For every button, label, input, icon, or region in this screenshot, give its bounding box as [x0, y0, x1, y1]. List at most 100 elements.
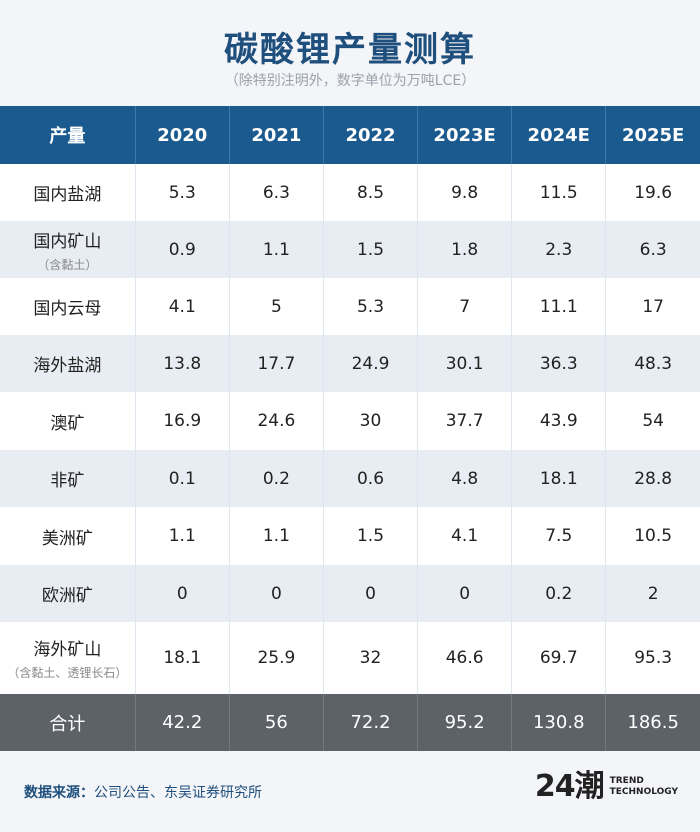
column-header: 2025E	[605, 106, 700, 164]
row-label: 国内盐湖	[0, 164, 135, 221]
table-cell: 2	[605, 565, 700, 622]
table-cell: 37.7	[417, 392, 512, 450]
row-label-note: （含黏土）	[37, 257, 98, 272]
source-label: 数据来源：	[24, 785, 94, 801]
column-header: 2020	[134, 106, 230, 164]
logo-line-2: TECHNOLOGY	[609, 787, 678, 797]
table-cell: 0	[228, 565, 324, 622]
column-header: 2021	[228, 106, 324, 164]
table-cell: 5.3	[322, 278, 418, 335]
brand-logo: 24潮 TREND TECHNOLOGY	[535, 772, 678, 802]
table-row: 国内盐湖 5.3 6.3 8.5 9.8 11.5 19.6	[0, 164, 700, 221]
table-cell: 0.9	[134, 221, 230, 278]
table-cell: 7.5	[511, 507, 606, 565]
table-cell: 8.5	[322, 164, 418, 221]
row-label-text: 美洲矿	[41, 528, 93, 549]
row-label-text: 海外矿山	[33, 640, 102, 660]
source-text: 公司公告、东吴证券研究所	[94, 785, 262, 801]
table-cell: 95.3	[605, 622, 700, 694]
logo-mark: 24潮	[534, 769, 605, 804]
table-cell: 11.5	[511, 164, 606, 221]
row-label: 澳矿	[0, 392, 135, 450]
table-cell: 11.1	[511, 278, 606, 335]
table-cell: 54	[605, 392, 700, 450]
table-cell: 0.2	[511, 565, 606, 622]
row-label-text: 澳矿	[50, 413, 85, 434]
table-cell: 13.8	[134, 335, 230, 392]
table-row: 澳矿 16.9 24.6 30 37.7 43.9 54	[0, 392, 700, 450]
row-label: 合计	[49, 713, 86, 735]
table-cell: 17.7	[228, 335, 324, 392]
page-title: 碳酸锂产量测算	[224, 30, 476, 70]
table-cell: 4.1	[417, 507, 512, 565]
table-cell: 6.3	[605, 221, 700, 278]
table-cell: 0	[322, 565, 418, 622]
row-label-text: 欧洲矿	[41, 586, 93, 606]
column-header: 2024E	[511, 106, 606, 164]
logo-line-1: TREND	[609, 776, 644, 786]
table-row: 海外盐湖 13.8 17.7 24.9 30.1 36.3 48.3	[0, 335, 700, 392]
table-cell: 56	[228, 694, 324, 751]
table-cell: 28.8	[605, 450, 700, 507]
table-cell: 1.1	[134, 507, 230, 565]
table-cell: 186.5	[605, 694, 700, 751]
row-label-text: 国内矿山	[33, 231, 102, 252]
table-cell: 36.3	[511, 335, 606, 392]
table-row: 欧洲矿 0 0 0 0 0.2 2	[0, 565, 700, 622]
column-header: 产量	[49, 126, 86, 147]
table-cell: 1.8	[417, 221, 512, 278]
table-cell: 0.6	[322, 450, 418, 507]
page-subtitle: （除特别注明外，数字单位为万吨LCE）	[224, 73, 476, 89]
table-cell: 9.8	[417, 164, 512, 221]
table-cell: 1.5	[322, 507, 418, 565]
table-cell: 72.2	[322, 694, 418, 751]
row-label: 非矿	[0, 450, 135, 507]
table-cell: 6.3	[228, 164, 324, 221]
data-table: 产量 2020 2021 2022 2023E 2024E 2025E 国内盐湖…	[0, 106, 700, 751]
table-cell: 19.6	[605, 164, 700, 221]
header-row: 产量 2020 2021 2022 2023E 2024E 2025E	[0, 106, 700, 164]
row-label: 国内云母	[0, 278, 135, 335]
row-label-text: 海外盐湖	[33, 356, 102, 376]
column-header: 2023E	[417, 106, 512, 164]
row-label: 国内矿山 （含黏土）	[0, 221, 135, 278]
row-label: 美洲矿	[0, 507, 135, 565]
table-cell: 5.3	[134, 164, 230, 221]
table-cell: 0.2	[228, 450, 324, 507]
table-cell: 1.1	[228, 221, 324, 278]
row-label: 海外盐湖	[0, 335, 135, 392]
table-cell: 0	[417, 565, 512, 622]
table-cell: 24.6	[228, 392, 324, 450]
table-cell: 7	[417, 278, 512, 335]
table-cell: 32	[322, 622, 418, 694]
row-label-text: 非矿	[50, 471, 85, 491]
table-cell: 30	[322, 392, 418, 450]
table-cell: 48.3	[605, 335, 700, 392]
total-row: 合计 42.2 56 72.2 95.2 130.8 186.5	[0, 694, 700, 751]
table-cell: 30.1	[417, 335, 512, 392]
table-cell: 1.5	[322, 221, 418, 278]
row-label: 欧洲矿	[0, 565, 135, 622]
column-header: 2022	[322, 106, 418, 164]
row-label: 海外矿山 （含黏土、透锂长石）	[0, 622, 135, 694]
table-cell: 0	[134, 565, 230, 622]
table-cell: 18.1	[511, 450, 606, 507]
table-cell: 42.2	[134, 694, 230, 751]
row-label-note: （含黏土、透锂长石）	[7, 666, 128, 680]
table-row: 非矿 0.1 0.2 0.6 4.8 18.1 28.8	[0, 450, 700, 507]
table-row: 海外矿山 （含黏土、透锂长石） 18.1 25.9 32 46.6 69.7 95.3	[0, 622, 700, 694]
table-cell: 25.9	[228, 622, 324, 694]
row-label-text: 国内盐湖	[33, 185, 102, 205]
table-cell: 18.1	[134, 622, 230, 694]
table-cell: 130.8	[511, 694, 606, 751]
table-cell: 24.9	[322, 335, 418, 392]
logo-text: TREND TECHNOLOGY	[610, 776, 678, 798]
table-cell: 5	[228, 278, 324, 335]
table-cell: 43.9	[511, 392, 606, 450]
table-cell: 46.6	[417, 622, 512, 694]
table-cell: 4.1	[134, 278, 230, 335]
table-cell: 2.3	[511, 221, 606, 278]
table-cell: 0.1	[134, 450, 230, 507]
table-cell: 16.9	[134, 392, 230, 450]
table-cell: 95.2	[417, 694, 512, 751]
